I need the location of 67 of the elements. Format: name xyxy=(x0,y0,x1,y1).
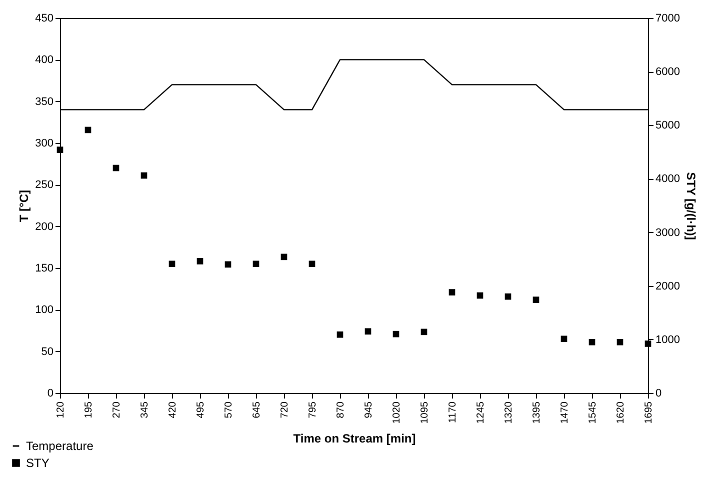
x-tick-label: 1545 xyxy=(588,401,598,424)
point xyxy=(448,289,456,296)
point xyxy=(112,164,120,172)
point xyxy=(504,293,512,300)
point xyxy=(140,172,148,179)
y2-tick-label: 2000 xyxy=(656,280,680,292)
y2-tick-label: 7000 xyxy=(656,12,680,24)
x-tick-label: 645 xyxy=(252,401,262,418)
y-axis-title: T [°C] xyxy=(17,190,32,222)
x-tick-label: 1095 xyxy=(420,401,430,424)
x-tick-label: 1320 xyxy=(504,401,514,424)
y2-tick-label: 0 xyxy=(656,388,662,400)
point xyxy=(532,296,540,303)
x-tick-label: 495 xyxy=(196,401,206,418)
x-tick-label: 1020 xyxy=(392,401,402,424)
point xyxy=(476,292,484,299)
y2-tick-label: 1000 xyxy=(656,334,680,346)
point xyxy=(616,338,624,346)
x-tick-label: 270 xyxy=(112,401,122,418)
x-tick-label: 1170 xyxy=(448,401,458,424)
y2-axis-title: STY [g/(l·h)] xyxy=(684,172,698,240)
x-tick-label: 720 xyxy=(280,401,290,418)
point xyxy=(364,328,372,335)
x-tick-label: 345 xyxy=(140,401,150,418)
y2-tick-label: 3000 xyxy=(656,226,680,239)
point xyxy=(644,340,652,347)
x-tick-label: 1695 xyxy=(644,401,654,424)
y-tick-label: 400 xyxy=(35,54,54,66)
point xyxy=(196,258,204,264)
x-tick-label: 945 xyxy=(364,401,374,418)
legend-label: Temperature xyxy=(26,439,94,453)
point xyxy=(560,336,568,342)
point xyxy=(392,330,400,338)
point xyxy=(588,338,596,346)
x-tick-label: 120 xyxy=(56,401,66,418)
y-tick-label: 200 xyxy=(35,220,54,233)
point xyxy=(336,331,344,338)
y-tick-label: 100 xyxy=(35,304,54,316)
y-tick-label: 150 xyxy=(35,262,54,274)
y-tick-label: 50 xyxy=(41,346,54,358)
y-tick-label: 350 xyxy=(35,96,54,108)
x-tick-label: 795 xyxy=(308,401,318,418)
x-tick-label: 570 xyxy=(224,401,234,418)
x-tick-label: 870 xyxy=(336,401,346,418)
point xyxy=(308,260,316,268)
y-tick-label: 300 xyxy=(35,138,54,150)
point xyxy=(252,260,260,268)
y2-tick-label: 5000 xyxy=(656,120,680,132)
legend-label: STY xyxy=(26,456,50,470)
point xyxy=(84,126,92,134)
point xyxy=(56,146,64,153)
x-tick-label: 1245 xyxy=(476,401,486,424)
y-tick-label: 0 xyxy=(47,388,54,400)
point xyxy=(420,328,428,336)
y-tick-label: 250 xyxy=(35,179,54,192)
x-tick-label: 1395 xyxy=(532,401,542,424)
x-tick-label: 1470 xyxy=(560,401,570,424)
x-tick-label: 195 xyxy=(84,401,94,418)
y2-tick-label: 4000 xyxy=(656,173,680,186)
y2-tick-label: 6000 xyxy=(656,66,680,78)
x-axis-title: Time on Stream [min] xyxy=(293,432,416,446)
point xyxy=(168,260,176,268)
x-tick-label: 420 xyxy=(168,401,178,418)
y-tick-label: 450 xyxy=(35,12,54,24)
point xyxy=(280,254,288,260)
x-tick-label: 1620 xyxy=(616,401,626,424)
point xyxy=(224,261,232,268)
